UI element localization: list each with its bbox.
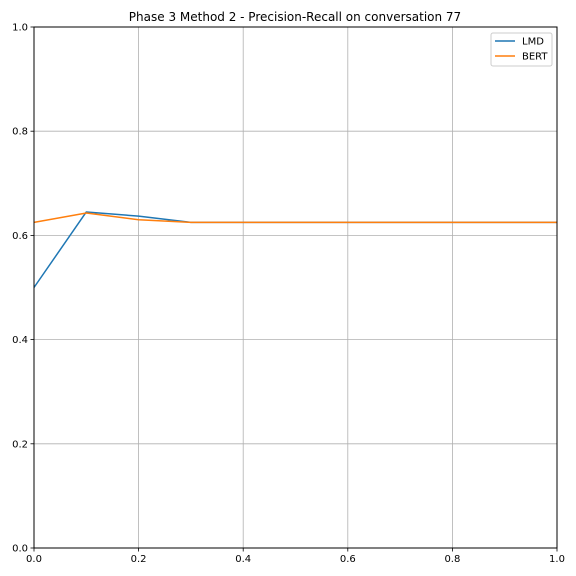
- plot-frame: [33, 26, 558, 549]
- x-tick-label: 1.0: [549, 554, 565, 565]
- y-tick-label: 1.0: [12, 23, 28, 34]
- y-axis: 0.0 0.2 0.4 0.6 0.8 1.0: [12, 23, 34, 555]
- grid-lines: [33, 26, 558, 549]
- x-axis: 0.0 0.2 0.4 0.6 0.8 1.0: [26, 548, 565, 565]
- x-tick-label: 0.4: [235, 554, 251, 565]
- legend-label: BERT: [522, 52, 548, 63]
- legend: LMD BERT: [490, 32, 553, 67]
- series-line-bert: [33, 212, 557, 224]
- x-tick-label: 0.6: [340, 554, 356, 565]
- y-tick-label: 0.4: [12, 335, 28, 346]
- y-tick-label: 0.2: [12, 439, 28, 450]
- legend-label: LMD: [522, 37, 544, 48]
- y-tick-label: 0.0: [12, 544, 28, 555]
- series-line-lmd: [33, 211, 557, 288]
- x-tick-label: 0.2: [131, 554, 147, 565]
- chart-title: Phase 3 Method 2 - Precision-Recall on c…: [129, 10, 461, 24]
- x-tick-label: 0.8: [444, 554, 460, 565]
- x-tick-label: 0.0: [26, 554, 42, 565]
- y-tick-label: 0.6: [12, 231, 28, 242]
- plot-lines: [33, 211, 557, 288]
- y-tick-label: 0.8: [12, 127, 28, 138]
